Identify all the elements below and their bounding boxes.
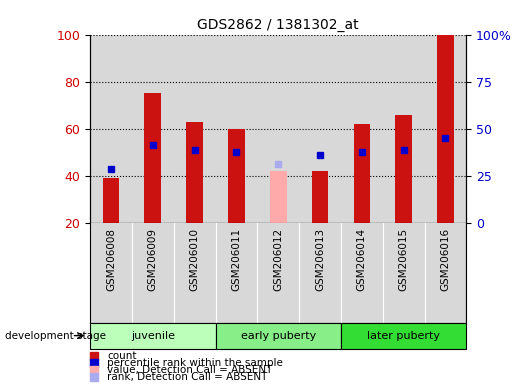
Text: GSM206013: GSM206013 <box>315 228 325 291</box>
Text: GSM206011: GSM206011 <box>232 228 242 291</box>
Text: value, Detection Call = ABSENT: value, Detection Call = ABSENT <box>107 365 272 375</box>
Title: GDS2862 / 1381302_at: GDS2862 / 1381302_at <box>198 18 359 32</box>
Text: juvenile: juvenile <box>131 331 175 341</box>
Bar <box>90 323 216 349</box>
Bar <box>312 171 329 223</box>
Text: GSM206014: GSM206014 <box>357 228 367 291</box>
Text: GSM206016: GSM206016 <box>440 228 450 291</box>
Bar <box>103 178 119 223</box>
Bar <box>145 93 161 223</box>
Text: count: count <box>107 351 137 361</box>
Bar <box>354 124 370 223</box>
Text: later puberty: later puberty <box>367 331 440 341</box>
Text: development stage: development stage <box>5 331 107 341</box>
Bar <box>228 129 245 223</box>
Text: GSM206012: GSM206012 <box>273 228 283 291</box>
Bar <box>395 114 412 223</box>
Bar <box>216 323 341 349</box>
Text: GSM206015: GSM206015 <box>399 228 409 291</box>
Text: early puberty: early puberty <box>241 331 316 341</box>
Text: GSM206009: GSM206009 <box>148 228 158 291</box>
Text: rank, Detection Call = ABSENT: rank, Detection Call = ABSENT <box>107 372 268 382</box>
Bar <box>270 171 287 223</box>
Bar <box>186 122 203 223</box>
Bar <box>437 35 454 223</box>
Text: GSM206010: GSM206010 <box>190 228 200 291</box>
Text: GSM206008: GSM206008 <box>106 228 116 291</box>
Bar <box>341 323 466 349</box>
Text: percentile rank within the sample: percentile rank within the sample <box>107 358 283 368</box>
